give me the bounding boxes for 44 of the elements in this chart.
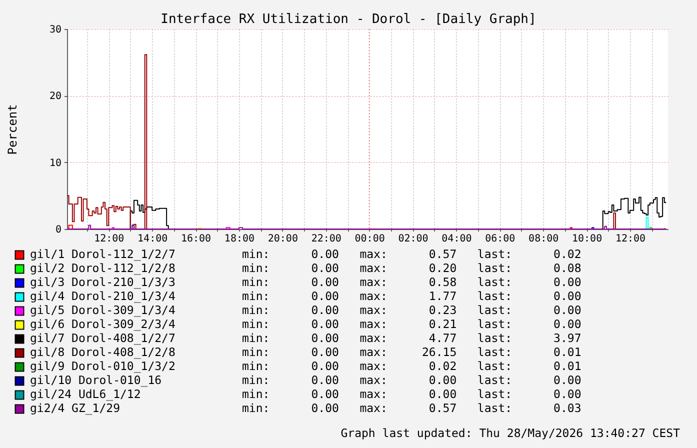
legend-label: gil/1 Dorol-112_1/2/7	[30, 247, 176, 261]
text: min: 0.00 max: 0.00 last: 0.00	[242, 387, 582, 401]
chart-title: Interface RX Utilization - Dorol - [Daily Graph]	[160, 12, 536, 27]
y-tick-label: 0	[55, 224, 62, 236]
x-tick-label: 18:00	[224, 234, 255, 244]
text: Graph last updated: Thu 28/May/2026 13:40:27 CEST	[340, 426, 680, 440]
text: min: 0.00 max: 4.77 last: 3.97	[242, 331, 582, 345]
x-tick-label: 00:00	[354, 234, 385, 244]
text: min: 0.00 max: 0.21 last: 0.00	[242, 317, 582, 331]
legend-label: gil/3 Dorol-210_1/3/3	[30, 275, 176, 289]
text: min: 0.00 max: 0.57 last: 0.03	[242, 401, 582, 415]
legend-label: gil/6 Dorol-309_2/3/4	[30, 317, 176, 331]
text: min: 0.00 max: 1.77 last: 0.00	[242, 289, 582, 303]
legend-label: gil/9 Dorol-010_1/3/2	[30, 359, 176, 373]
legend-label: gi2/4 GZ_1/29	[30, 401, 120, 415]
text: min: 0.00 max: 0.57 last: 0.02	[242, 247, 582, 261]
y-axis-title: Percent	[6, 104, 20, 155]
x-tick-label: 20:00	[268, 234, 298, 244]
x-tick-label: 04:00	[442, 234, 472, 244]
y-tick-label: 30	[49, 24, 62, 36]
x-tick-label: 08:00	[528, 234, 559, 244]
x-tick-label: 14:00	[138, 234, 168, 244]
legend-label: gil/5 Dorol-309_1/3/4	[30, 303, 176, 317]
legend-label: gil/2 Dorol-112_1/2/8	[30, 261, 176, 275]
y-tick-label: 20	[49, 91, 62, 102]
x-tick-label: 12:00	[94, 234, 124, 244]
x-tick-label: 10:00	[572, 234, 602, 244]
legend-label: gil/7 Dorol-408_1/2/7	[30, 331, 176, 345]
legend-label: gil/8 Dorol-408_1/2/8	[30, 345, 176, 359]
text: min: 0.00 max: 0.58 last: 0.00	[242, 275, 582, 289]
text: min: 0.00 max: 0.00 last: 0.00	[242, 373, 582, 387]
y-tick-label: 10	[49, 158, 62, 169]
x-tick-label: 16:00	[180, 234, 212, 244]
x-tick-label: 06:00	[485, 234, 516, 244]
x-tick-label: 12:00	[615, 234, 646, 244]
text: min: 0.00 max: 0.23 last: 0.00	[242, 303, 582, 317]
text: min: 0.00 max: 0.20 last: 0.08	[242, 261, 582, 275]
legend-label: gil/24 UdL6_1/12	[30, 387, 141, 401]
legend-label: gil/10 Dorol-010_16	[30, 373, 162, 387]
legend-label: gil/4 Dorol-210_1/3/4	[30, 289, 176, 303]
text: min: 0.00 max: 0.02 last: 0.01	[242, 359, 582, 373]
x-tick-label: 02:00	[398, 234, 428, 244]
text: min: 0.00 max: 26.15 last: 0.01	[242, 345, 582, 359]
x-tick-label: 22:00	[311, 234, 342, 244]
